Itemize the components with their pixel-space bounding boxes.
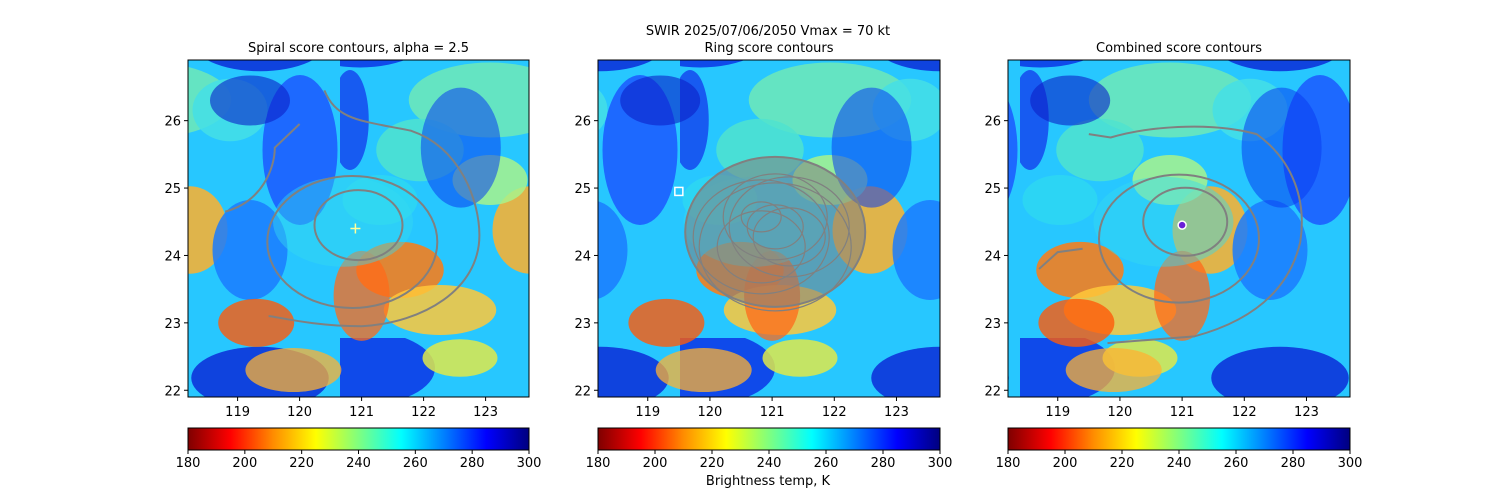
x-tick-label: 119 — [225, 405, 250, 420]
ring-contour-cluster — [684, 155, 867, 308]
colorbar-gradient — [597, 427, 941, 451]
chart-panel-1: Spiral score contours, alpha = 2.5 119 120… — [164, 41, 541, 471]
axes-frame — [1007, 59, 1351, 398]
y-tick-label: 22 — [164, 384, 181, 399]
brightness-temp-image — [188, 60, 529, 397]
colorbar-tick-label: 280 — [1281, 456, 1306, 471]
colorbar-gradient — [187, 427, 530, 451]
score-contours — [1038, 125, 1303, 345]
colorbar-tick-label: 240 — [757, 456, 782, 471]
y-tick-label: 25 — [574, 182, 591, 197]
center-marker-circle-icon — [1177, 220, 1187, 230]
y-tick-label: 25 — [164, 182, 181, 197]
panel-title: Spiral score contours, alpha = 2.5 — [248, 41, 469, 56]
combined-contour-arm — [1038, 247, 1083, 270]
score-contours — [224, 89, 481, 328]
colorbar: 180 200 220 240 260 280 300 — [996, 427, 1363, 471]
x-tick-label: 120 — [698, 405, 723, 420]
ring-contour-line — [746, 204, 804, 250]
x-tick-label: 120 — [287, 405, 312, 420]
combined-contour-inner — [1142, 186, 1229, 257]
y-tick-label: 26 — [984, 115, 1001, 130]
colorbar-tick-label: 260 — [1224, 456, 1249, 471]
y-tick-label: 22 — [574, 384, 591, 399]
x-tick-label: 123 — [884, 405, 909, 420]
colorbar-tick-label: 240 — [1167, 456, 1192, 471]
combined-contour-outer — [1088, 125, 1303, 345]
axes-frame — [187, 59, 530, 398]
combined-contour-mid — [1098, 173, 1260, 304]
colorbar-tick-label: 260 — [403, 456, 428, 471]
chart-panel-2: Ring score contours 119 120 121 122 123 22 23 24… — [574, 41, 952, 471]
x-tick-label: 120 — [1108, 405, 1133, 420]
colorbar-tick-label: 220 — [700, 456, 725, 471]
figure-suptitle: SWIR 2025/07/06/2050 Vmax = 70 kt — [646, 24, 890, 39]
colorbar: 180 200 220 240 260 280 300 — [586, 427, 953, 471]
x-tick-label: 119 — [1045, 405, 1070, 420]
y-tick-label: 23 — [574, 317, 591, 332]
x-tick-label: 122 — [822, 405, 847, 420]
colorbar-tick-label: 220 — [1110, 456, 1135, 471]
colorbar-gradient — [1007, 427, 1351, 451]
spiral-contour-arm — [224, 123, 301, 213]
x-tick-label: 123 — [473, 405, 498, 420]
colorbar-tick-label: 300 — [928, 456, 953, 471]
x-tick-label: 121 — [760, 405, 785, 420]
colorbar: 180 200 220 240 260 280 300 — [176, 427, 542, 471]
colorbar-tick-label: 200 — [232, 456, 257, 471]
y-tick-label: 24 — [164, 249, 181, 264]
ring-contour-line — [752, 207, 826, 267]
axes-frame — [597, 59, 941, 398]
y-tick-label: 26 — [574, 115, 591, 130]
colorbar-tick-label: 240 — [346, 456, 371, 471]
spiral-contour-inner — [313, 189, 404, 262]
ring-contour-line — [716, 210, 806, 284]
colorbar-tick-label: 220 — [289, 456, 314, 471]
x-tick-label: 119 — [635, 405, 660, 420]
center-marker-plus-icon — [350, 223, 361, 234]
y-tick-label: 23 — [984, 317, 1001, 332]
ring-contour-line — [728, 176, 850, 278]
chart-panel-3: Combined score contours 119 120 121 122 123 22… — [984, 41, 1362, 471]
x-tick-label: 121 — [1170, 405, 1195, 420]
colorbar-label: Brightness temp, K — [706, 474, 831, 489]
spiral-contour-mid — [266, 174, 439, 309]
colorbar-tick-label: 280 — [871, 456, 896, 471]
ring-contour-line — [692, 179, 830, 295]
score-contours — [684, 155, 867, 312]
colorbar-tick-label: 280 — [460, 456, 485, 471]
spiral-contour-outer — [268, 89, 481, 328]
ring-contour-line — [698, 182, 852, 312]
ring-contour-line — [740, 201, 782, 233]
colorbar-tick-label: 180 — [176, 456, 201, 471]
colorbar-tick-label: 300 — [517, 456, 542, 471]
ring-contour-line — [722, 173, 828, 261]
y-tick-label: 23 — [164, 317, 181, 332]
x-tick-label: 123 — [1294, 405, 1319, 420]
panel-title: Ring score contours — [704, 41, 833, 56]
x-tick-label: 122 — [1232, 405, 1257, 420]
colorbar-tick-label: 180 — [586, 456, 611, 471]
panel-title: Combined score contours — [1096, 41, 1262, 56]
y-tick-label: 25 — [984, 182, 1001, 197]
y-tick-label: 24 — [984, 249, 1001, 264]
center-marker-square-icon — [674, 186, 684, 197]
y-tick-label: 22 — [984, 384, 1001, 399]
x-tick-label: 122 — [411, 405, 436, 420]
colorbar-tick-label: 200 — [1053, 456, 1078, 471]
y-tick-label: 26 — [164, 115, 181, 130]
colorbar-tick-label: 180 — [996, 456, 1021, 471]
colorbar-tick-label: 300 — [1338, 456, 1363, 471]
x-tick-label: 121 — [349, 405, 374, 420]
colorbar-tick-label: 260 — [814, 456, 839, 471]
y-tick-label: 24 — [574, 249, 591, 264]
colorbar-tick-label: 200 — [643, 456, 668, 471]
